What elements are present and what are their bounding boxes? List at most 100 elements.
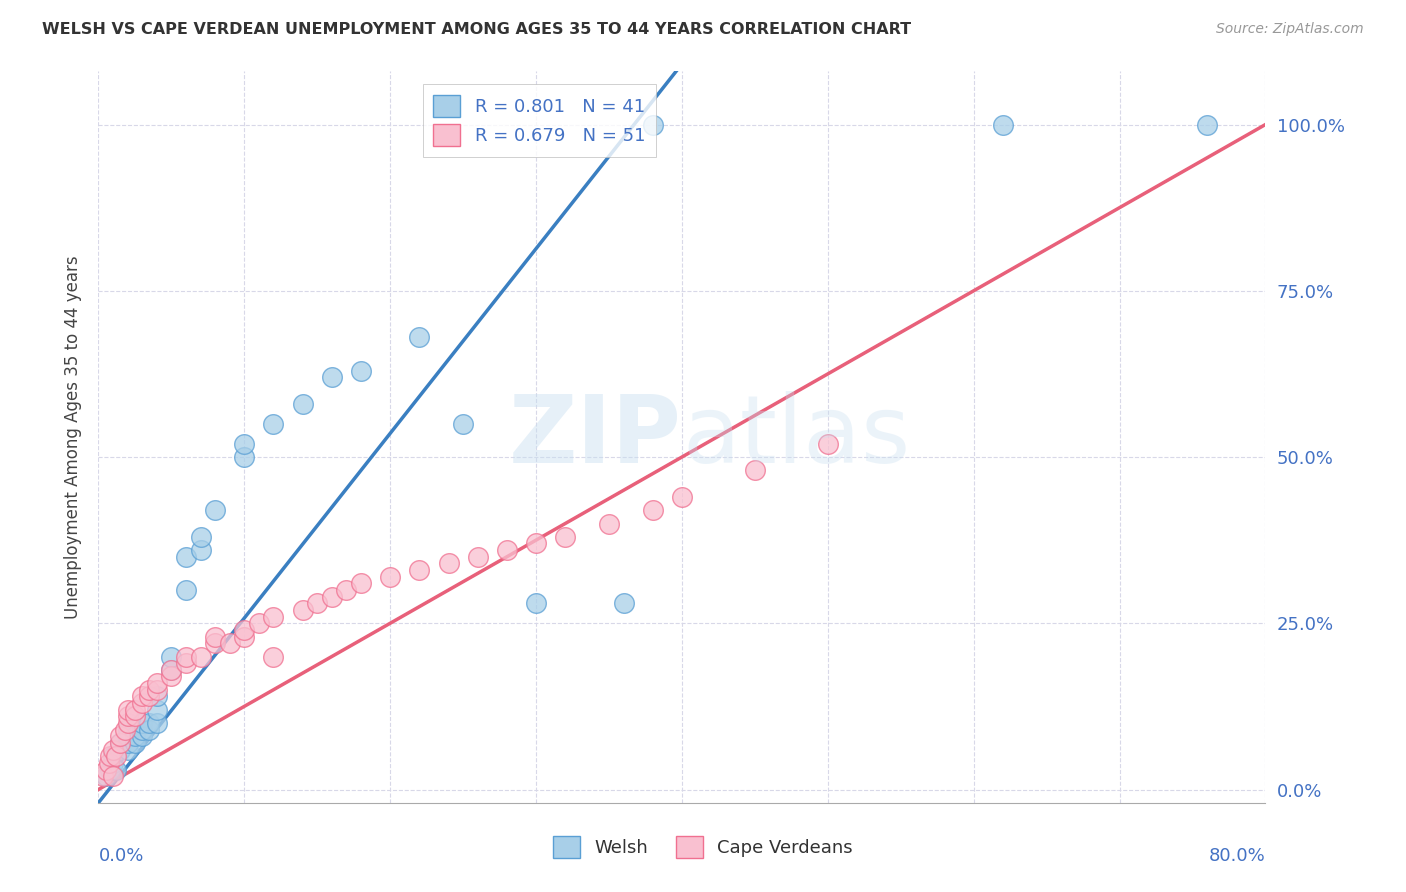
Point: [233, 436, 256, 450]
Point: [117, 736, 139, 750]
Point: [190, 543, 212, 558]
Point: [98, 749, 121, 764]
Point: [262, 417, 284, 431]
Point: [496, 543, 519, 558]
Y-axis label: Unemployment Among Ages 35 to 44 years: Unemployment Among Ages 35 to 44 years: [63, 255, 82, 619]
Point: [262, 649, 284, 664]
Point: [101, 742, 124, 756]
Point: [554, 530, 576, 544]
Point: [138, 682, 160, 697]
Point: [101, 749, 124, 764]
Point: [124, 729, 146, 743]
Point: [131, 696, 153, 710]
Legend: Welsh, Cape Verdeans: Welsh, Cape Verdeans: [546, 829, 860, 865]
Text: atlas: atlas: [682, 391, 910, 483]
Point: [94, 769, 117, 783]
Point: [524, 536, 547, 550]
Point: [101, 769, 124, 783]
Text: Source: ZipAtlas.com: Source: ZipAtlas.com: [1216, 22, 1364, 37]
Point: [817, 436, 839, 450]
Point: [321, 370, 343, 384]
Point: [160, 649, 183, 664]
Point: [104, 749, 127, 764]
Text: 0.0%: 0.0%: [98, 847, 143, 864]
Point: [131, 716, 153, 731]
Legend: R = 0.801   N = 41, R = 0.679   N = 51: R = 0.801 N = 41, R = 0.679 N = 51: [423, 84, 657, 157]
Point: [146, 690, 169, 704]
Point: [350, 363, 373, 377]
Point: [124, 736, 146, 750]
Point: [101, 756, 124, 770]
Point: [124, 709, 146, 723]
Point: [262, 609, 284, 624]
Point: [233, 630, 256, 644]
Point: [218, 636, 240, 650]
Point: [98, 763, 121, 777]
Point: [321, 590, 343, 604]
Point: [174, 649, 197, 664]
Point: [117, 729, 139, 743]
Point: [117, 723, 139, 737]
Text: 80.0%: 80.0%: [1209, 847, 1265, 864]
Point: [641, 503, 664, 517]
Point: [160, 669, 183, 683]
Point: [233, 450, 256, 464]
Point: [350, 576, 373, 591]
Point: [131, 690, 153, 704]
Point: [160, 663, 183, 677]
Point: [233, 623, 256, 637]
Point: [612, 596, 634, 610]
Point: [671, 490, 693, 504]
Point: [598, 516, 620, 531]
Point: [160, 663, 183, 677]
Point: [110, 736, 132, 750]
Point: [131, 723, 153, 737]
Point: [247, 616, 270, 631]
Point: [97, 756, 120, 770]
Point: [174, 656, 197, 670]
Point: [174, 549, 197, 564]
Point: [117, 716, 139, 731]
Point: [744, 463, 766, 477]
Point: [291, 397, 314, 411]
Point: [110, 729, 132, 743]
Point: [138, 716, 160, 731]
Point: [110, 742, 132, 756]
Point: [380, 570, 402, 584]
Point: [117, 703, 139, 717]
Point: [174, 582, 197, 597]
Point: [146, 682, 169, 697]
Point: [117, 742, 139, 756]
Point: [94, 763, 117, 777]
Point: [131, 729, 153, 743]
Point: [204, 630, 226, 644]
Point: [117, 709, 139, 723]
Point: [408, 563, 430, 577]
Point: [146, 716, 169, 731]
Text: WELSH VS CAPE VERDEAN UNEMPLOYMENT AMONG AGES 35 TO 44 YEARS CORRELATION CHART: WELSH VS CAPE VERDEAN UNEMPLOYMENT AMONG…: [42, 22, 911, 37]
Point: [124, 703, 146, 717]
Point: [437, 557, 460, 571]
Point: [114, 723, 136, 737]
Point: [91, 769, 114, 783]
Point: [991, 118, 1014, 132]
Point: [138, 690, 160, 704]
Point: [138, 723, 160, 737]
Point: [524, 596, 547, 610]
Point: [146, 703, 169, 717]
Point: [307, 596, 329, 610]
Point: [204, 503, 226, 517]
Text: ZIP: ZIP: [509, 391, 682, 483]
Point: [291, 603, 314, 617]
Point: [110, 736, 132, 750]
Point: [408, 330, 430, 344]
Point: [104, 763, 127, 777]
Point: [190, 649, 212, 664]
Point: [1195, 118, 1218, 132]
Point: [204, 636, 226, 650]
Point: [641, 118, 664, 132]
Point: [451, 417, 474, 431]
Point: [190, 530, 212, 544]
Point: [146, 676, 169, 690]
Point: [467, 549, 489, 564]
